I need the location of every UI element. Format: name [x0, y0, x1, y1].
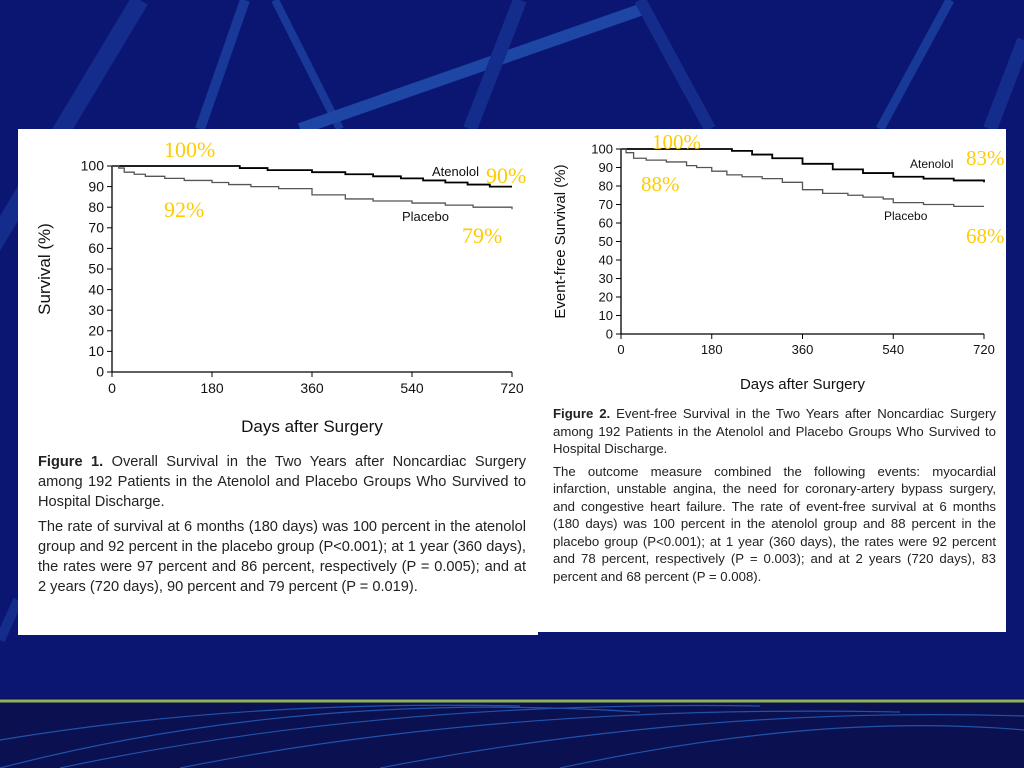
y-tick-label: 20	[599, 289, 613, 304]
y-tick-label: 20	[88, 322, 104, 338]
y-tick-label: 0	[96, 364, 104, 380]
event-free-survival-chart: 0 10 20 30 40 50 60 70 80 90 100 0 180 360 540 720 Days …	[552, 130, 1005, 393]
figure-2-caption: Figure 2. Event-free Survival in the Two…	[553, 405, 996, 590]
x-tick-label: 0	[108, 380, 116, 396]
series-line-placebo	[621, 148, 984, 207]
percent-callout: 90%	[486, 163, 526, 188]
percent-callout: 83%	[966, 146, 1005, 170]
x-tick-label: 360	[300, 380, 324, 396]
x-tick-label: 720	[500, 380, 524, 396]
x-axis-label: Days after Surgery	[740, 376, 866, 393]
series-line-atenolol	[621, 148, 985, 183]
figure-2-caption-body: The outcome measure combined the followi…	[553, 463, 996, 584]
figure-1-caption: Figure 1. Overall Survival in the Two Ye…	[38, 452, 526, 602]
series-label-placebo: Placebo	[402, 209, 449, 224]
figure-2-panel: 0 10 20 30 40 50 60 70 80 90 100 0 180 360 540 720 Days …	[538, 129, 1006, 632]
figure-2-caption-text: Event-free Survival in the Two Years aft…	[553, 406, 996, 456]
percent-callout: 92%	[164, 197, 204, 222]
x-tick-label: 180	[200, 380, 224, 396]
y-tick-label: 70	[599, 197, 613, 212]
y-tick-label: 30	[599, 271, 613, 286]
y-tick-label: 30	[88, 302, 104, 318]
y-tick-label: 40	[599, 252, 613, 267]
x-tick-label: 360	[792, 342, 814, 357]
figure-2-caption-title: Figure 2.	[553, 406, 611, 421]
y-tick-label: 100	[591, 141, 613, 156]
y-axis-label: Survival (%)	[35, 223, 54, 315]
y-tick-label: 80	[599, 178, 613, 193]
percent-callout: 100%	[164, 137, 215, 162]
series-line-atenolol	[112, 165, 512, 188]
y-tick-label: 40	[88, 281, 104, 297]
series-label-atenolol: Atenolol	[432, 164, 479, 179]
y-tick-label: 90	[599, 160, 613, 175]
percent-callout: 88%	[641, 172, 680, 196]
bottom-band	[0, 698, 1024, 768]
series-label-atenolol: Atenolol	[910, 157, 953, 171]
x-tick-label: 720	[973, 342, 995, 357]
y-tick-label: 50	[599, 234, 613, 249]
series-line-placebo	[112, 165, 513, 210]
y-tick-label: 100	[81, 158, 105, 174]
y-tick-label: 10	[88, 343, 104, 359]
bottom-arcs	[0, 704, 1024, 768]
y-tick-label: 50	[88, 261, 104, 277]
y-tick-label: 60	[88, 240, 104, 256]
y-tick-label: 60	[599, 215, 613, 230]
y-tick-label: 10	[599, 308, 613, 323]
x-tick-label: 540	[400, 380, 424, 396]
figure-1-caption-text: Overall Survival in the Two Years after …	[38, 454, 526, 510]
figure-1-panel: 0 10 20 30 40 50 60 70 80 90 100 0 180 360 540 720 Days …	[18, 129, 538, 635]
y-tick-label: 80	[88, 199, 104, 215]
x-tick-label: 540	[882, 342, 904, 357]
x-tick-label: 0	[617, 342, 624, 357]
x-axis-label: Days after Surgery	[241, 417, 383, 436]
percent-callout: 79%	[462, 223, 502, 248]
y-axis-label: Event-free Survival (%)	[552, 164, 569, 318]
y-tick-label: 0	[606, 326, 613, 341]
percent-callout: 68%	[966, 224, 1005, 248]
series-label-placebo: Placebo	[884, 209, 928, 223]
survival-chart: 0 10 20 30 40 50 60 70 80 90 100 0 180 360 540 720 Days …	[35, 137, 526, 436]
percent-callout: 100%	[652, 130, 701, 154]
figure-1-caption-title: Figure 1.	[38, 454, 104, 470]
figure-1-caption-body: The rate of survival at 6 months (180 da…	[38, 519, 526, 595]
y-tick-label: 90	[88, 178, 104, 194]
x-tick-label: 180	[701, 342, 723, 357]
y-tick-label: 70	[88, 219, 104, 235]
